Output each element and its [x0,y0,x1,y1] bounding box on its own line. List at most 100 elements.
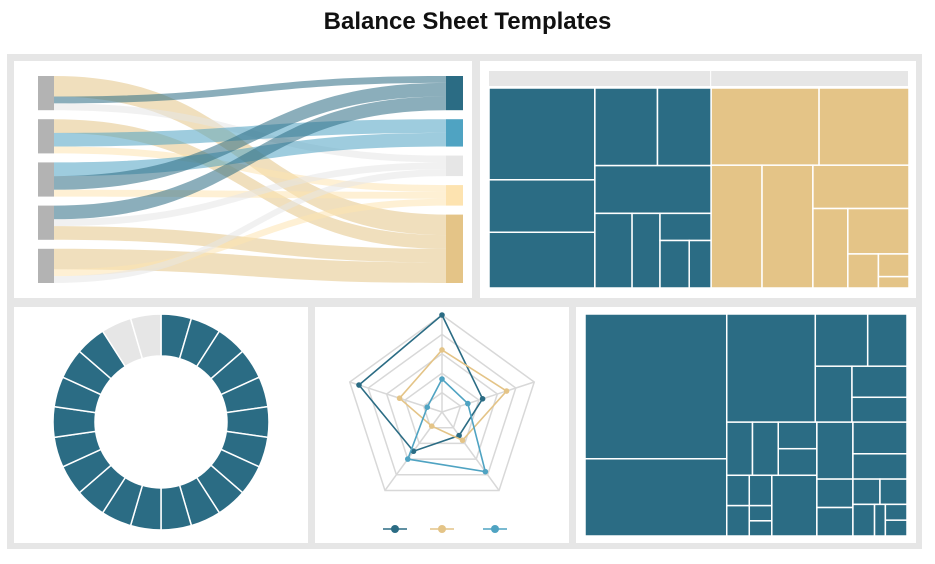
sankey-link [54,82,446,190]
treemap-cell [812,164,910,210]
radar-grid-ring [422,391,462,429]
sankey-target-node [446,185,463,206]
treemap-cell [584,458,728,537]
treemap-cell [852,478,881,506]
treemap-cell [814,365,853,423]
treemap-cell [594,212,633,289]
treemap-cell [488,179,596,234]
treemap-cell [852,503,876,537]
treemap-cell [877,253,910,278]
sankey-target-node [446,214,463,283]
donut-chart [52,313,270,531]
sankey-link [54,76,446,104]
treemap-cell [877,275,910,289]
page-title: Balance Sheet Templates [323,8,612,35]
radar-point [439,312,445,318]
radar-chart [348,312,536,533]
treemap-cell [812,207,849,289]
sankey-link [54,226,446,263]
sankey-link [54,146,446,192]
sankey-link [54,162,446,227]
treemap-cell [884,519,908,537]
treemap-cell [873,503,887,537]
treemap-cell [656,87,712,167]
treemap-cell [761,164,814,289]
treemap-cell [852,421,908,455]
radar-point [456,432,462,439]
treemap-cell [851,396,908,423]
treemap-cell [777,447,818,477]
sankey-source-node [38,119,54,154]
treemap-cell [884,503,908,521]
treemap-cell [710,87,820,166]
donut-segment [129,313,162,360]
treemap-cell [584,313,728,460]
treemap-cell [751,421,779,477]
radar-axis [441,381,535,413]
radar-point [503,388,510,394]
radar-series-line [357,313,484,453]
dashboard-frame [7,54,922,549]
treemap-cell [659,212,712,242]
sankey-panel [14,61,472,298]
treemap-group-header [711,71,908,86]
radar-panel [315,307,569,543]
radar-grid-ring [367,333,517,476]
treemap-cell [594,87,659,167]
treemap-cell [725,474,751,507]
treemap-cell [816,506,854,537]
legend-marker [491,525,499,533]
sankey-source-node [38,76,54,111]
radar-point [424,404,431,411]
radar-series-line [398,348,508,442]
treemap-cell [847,253,880,289]
treemap-cell [594,164,712,215]
treemap-cell [748,520,773,537]
radar-point [404,456,411,462]
treemap-cell [488,87,596,181]
radar-point [482,468,489,475]
radar-grid-ring [348,314,536,492]
treemap-cell [748,474,773,507]
treemap-chart-2 [584,313,908,537]
radar-point [465,400,471,407]
sankey-target-node [446,119,463,147]
treemap-cell [725,313,817,423]
sankey-link [54,169,446,283]
treemap-cell [488,231,596,289]
treemap-cell [816,478,854,509]
sankey-chart [38,76,463,283]
sankey-source-node [38,248,54,283]
sankey-target-node [446,155,463,177]
sankey-link [54,248,446,283]
treemap-cell [710,164,763,289]
treemap-cell [851,365,908,399]
sankey-link [54,119,446,249]
sankey-source-node [38,162,54,197]
treemap-cell [631,212,661,289]
treemap-cell [688,239,712,289]
radar-series-line [406,377,487,473]
sankey-link [54,198,446,277]
radar-grid-ring [385,352,499,460]
radar-point [439,347,445,353]
treemap-group-header [489,71,711,86]
treemap-panel-top [480,61,916,298]
sankey-link [54,96,446,220]
radar-point [479,396,486,402]
legend-marker [438,525,446,533]
sankey-source-node [38,205,54,240]
treemap-chart-1 [488,71,910,289]
treemap-panel-bottom [576,307,916,543]
sankey-target-node [446,76,463,111]
legend-marker [391,525,399,533]
treemap-cell [771,474,818,537]
treemap-cell [879,478,908,506]
donut-panel [14,307,308,543]
treemap-cell [748,504,773,522]
treemap-cell [814,313,869,367]
radar-point [356,382,362,388]
treemap-cell [659,239,690,289]
radar-point [396,395,403,402]
radar-grid-ring [404,372,480,445]
